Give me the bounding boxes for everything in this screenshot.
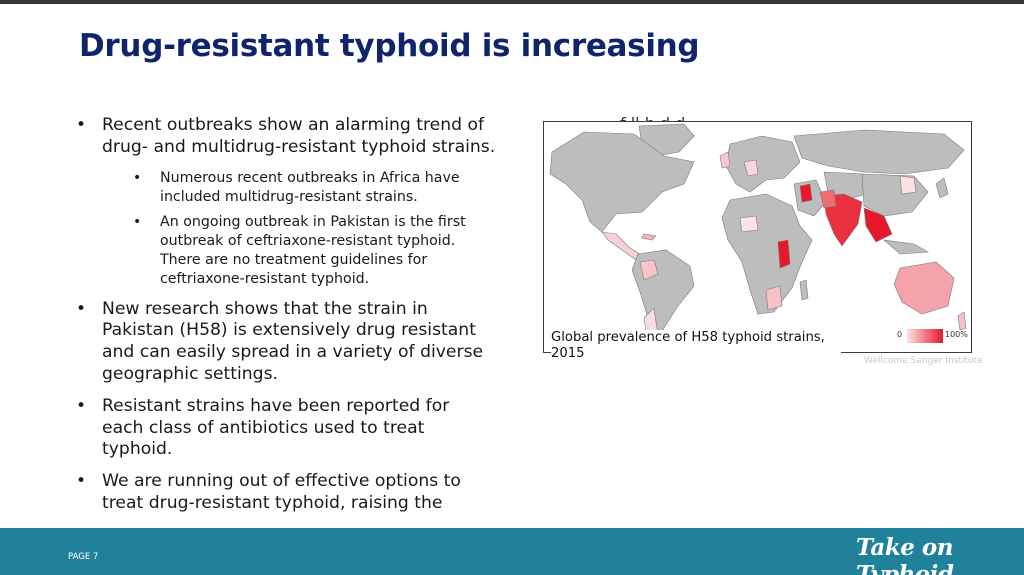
map-caption: Global prevalence of H58 typhoid strains… — [551, 330, 841, 362]
legend-max-label: 100% — [945, 330, 968, 339]
page-number: PAGE 7 — [68, 552, 99, 562]
bullet-list: Recent outbreaks show an alarming trend … — [76, 115, 496, 525]
image-credit: Wellcome Sanger Institute — [864, 356, 983, 366]
bullet-item: We are running out of effective options … — [76, 471, 496, 515]
take-on-typhoid-logo: Take on Typhoid — [856, 534, 954, 575]
bullet-item: Resistant strains have been reported for… — [76, 396, 496, 461]
slide-title: Drug-resistant typhoid is increasing — [79, 28, 700, 64]
sub-bullet-item: An ongoing outbreak in Pakistan is the f… — [76, 213, 496, 289]
world-map-graphic — [549, 123, 967, 351]
sub-bullet-item: Numerous recent outbreaks in Africa have… — [76, 169, 496, 207]
bullet-item: New research shows that the strain in Pa… — [76, 299, 496, 386]
sub-bullet-list: Numerous recent outbreaks in Africa have… — [76, 169, 496, 289]
footer-bar: PAGE 7 Take on Typhoid — [0, 528, 1024, 575]
top-rule — [0, 0, 1024, 4]
world-map-image — [543, 121, 972, 353]
bullet-item: Recent outbreaks show an alarming trend … — [76, 115, 496, 159]
legend-min-label: 0 — [897, 330, 903, 339]
legend-gradient-bar — [907, 329, 943, 343]
